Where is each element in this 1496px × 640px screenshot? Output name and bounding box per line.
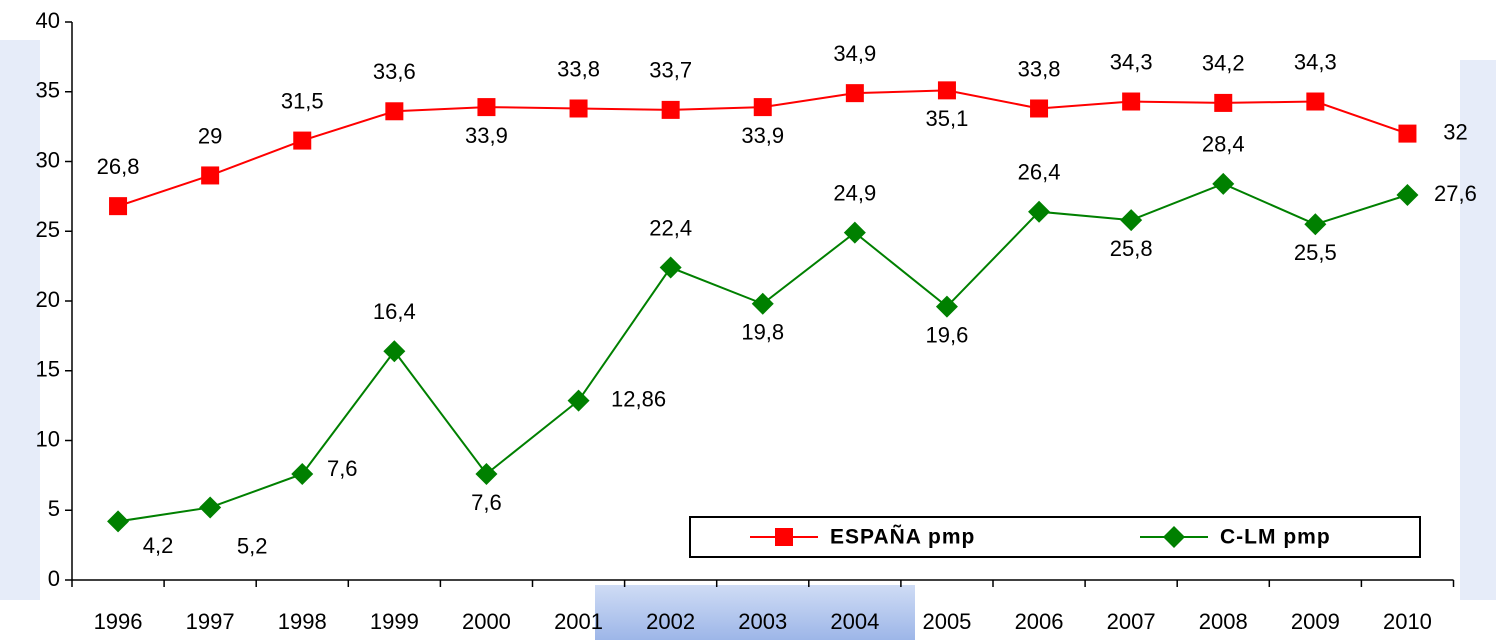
data-point bbox=[935, 295, 958, 318]
data-point bbox=[1030, 99, 1049, 118]
data-label: 29 bbox=[198, 123, 222, 148]
y-tick-label: 35 bbox=[36, 78, 60, 103]
data-point bbox=[567, 389, 590, 412]
decoration bbox=[0, 40, 40, 600]
data-label: 35,1 bbox=[926, 106, 969, 131]
x-tick-label: 2006 bbox=[1015, 609, 1064, 634]
data-point bbox=[937, 81, 956, 100]
data-label: 31,5 bbox=[281, 88, 324, 113]
data-point bbox=[661, 100, 680, 119]
data-label: 22,4 bbox=[649, 215, 692, 240]
data-point bbox=[751, 292, 774, 315]
y-tick-label: 15 bbox=[36, 357, 60, 382]
data-point bbox=[1398, 124, 1417, 143]
data-label: 28,4 bbox=[1202, 132, 1245, 157]
data-label: 32 bbox=[1443, 119, 1467, 144]
data-label: 7,6 bbox=[327, 456, 358, 481]
data-point bbox=[1028, 200, 1051, 223]
legend-marker bbox=[1163, 526, 1185, 548]
legend-text: ESPAÑA pmp bbox=[830, 526, 975, 549]
data-label: 26,8 bbox=[97, 154, 140, 179]
data-label: 26,4 bbox=[1018, 160, 1061, 185]
data-point bbox=[1214, 93, 1233, 112]
data-label: 33,8 bbox=[557, 56, 600, 81]
x-tick-label: 2002 bbox=[646, 609, 695, 634]
data-point bbox=[477, 98, 496, 117]
data-point bbox=[1120, 209, 1143, 232]
data-point bbox=[385, 102, 404, 121]
data-label: 7,6 bbox=[471, 490, 502, 515]
data-point bbox=[1304, 213, 1327, 236]
data-point bbox=[107, 510, 130, 533]
data-point bbox=[659, 256, 682, 279]
y-tick-label: 0 bbox=[48, 566, 60, 591]
x-tick-label: 1997 bbox=[186, 609, 235, 634]
data-point bbox=[843, 221, 866, 244]
data-point bbox=[845, 84, 864, 103]
x-tick-label: 2009 bbox=[1291, 609, 1340, 634]
data-point bbox=[1306, 92, 1325, 111]
data-label: 33,6 bbox=[373, 59, 416, 84]
data-label: 34,2 bbox=[1202, 51, 1245, 76]
x-tick-label: 2004 bbox=[830, 609, 879, 634]
x-tick-label: 1996 bbox=[94, 609, 143, 634]
data-label: 25,5 bbox=[1294, 240, 1337, 265]
data-label: 12,86 bbox=[611, 386, 666, 411]
legend-marker bbox=[775, 528, 793, 546]
y-tick-label: 20 bbox=[36, 287, 60, 312]
data-label: 4,2 bbox=[143, 533, 174, 558]
data-label: 33,9 bbox=[465, 123, 508, 148]
data-point bbox=[1122, 92, 1141, 111]
y-tick-label: 40 bbox=[36, 8, 60, 33]
x-tick-label: 1999 bbox=[370, 609, 419, 634]
y-tick-label: 25 bbox=[36, 217, 60, 242]
data-label: 25,8 bbox=[1110, 236, 1153, 261]
data-point bbox=[569, 99, 588, 118]
data-label: 34,3 bbox=[1294, 49, 1337, 74]
data-label: 16,4 bbox=[373, 299, 416, 324]
data-label: 19,6 bbox=[926, 322, 969, 347]
y-tick-label: 5 bbox=[48, 496, 60, 521]
data-label: 34,3 bbox=[1110, 49, 1153, 74]
data-point bbox=[293, 131, 312, 150]
data-label: 27,6 bbox=[1434, 181, 1477, 206]
data-point bbox=[1212, 172, 1235, 195]
data-point bbox=[753, 98, 772, 117]
x-tick-label: 2003 bbox=[738, 609, 787, 634]
data-point bbox=[199, 496, 222, 519]
y-tick-label: 10 bbox=[36, 426, 60, 451]
data-label: 24,9 bbox=[833, 180, 876, 205]
decoration bbox=[595, 585, 915, 640]
data-label: 19,8 bbox=[741, 320, 784, 345]
x-tick-label: 1998 bbox=[278, 609, 327, 634]
x-tick-label: 2001 bbox=[554, 609, 603, 634]
data-point bbox=[383, 340, 406, 363]
decoration bbox=[1460, 60, 1496, 600]
data-point bbox=[1396, 183, 1419, 206]
x-tick-label: 2010 bbox=[1383, 609, 1432, 634]
data-label: 5,2 bbox=[237, 533, 268, 558]
data-label: 33,7 bbox=[649, 58, 692, 83]
data-label: 33,8 bbox=[1018, 56, 1061, 81]
x-tick-label: 2007 bbox=[1107, 609, 1156, 634]
x-tick-label: 2000 bbox=[462, 609, 511, 634]
data-point bbox=[201, 166, 220, 185]
x-tick-label: 2005 bbox=[922, 609, 971, 634]
legend-text: C-LM pmp bbox=[1220, 526, 1331, 549]
data-label: 33,9 bbox=[741, 123, 784, 148]
x-tick-label: 2008 bbox=[1199, 609, 1248, 634]
data-point bbox=[475, 462, 498, 485]
data-label: 34,9 bbox=[833, 41, 876, 66]
data-point bbox=[291, 462, 314, 485]
y-tick-label: 30 bbox=[36, 147, 60, 172]
data-point bbox=[109, 197, 128, 216]
